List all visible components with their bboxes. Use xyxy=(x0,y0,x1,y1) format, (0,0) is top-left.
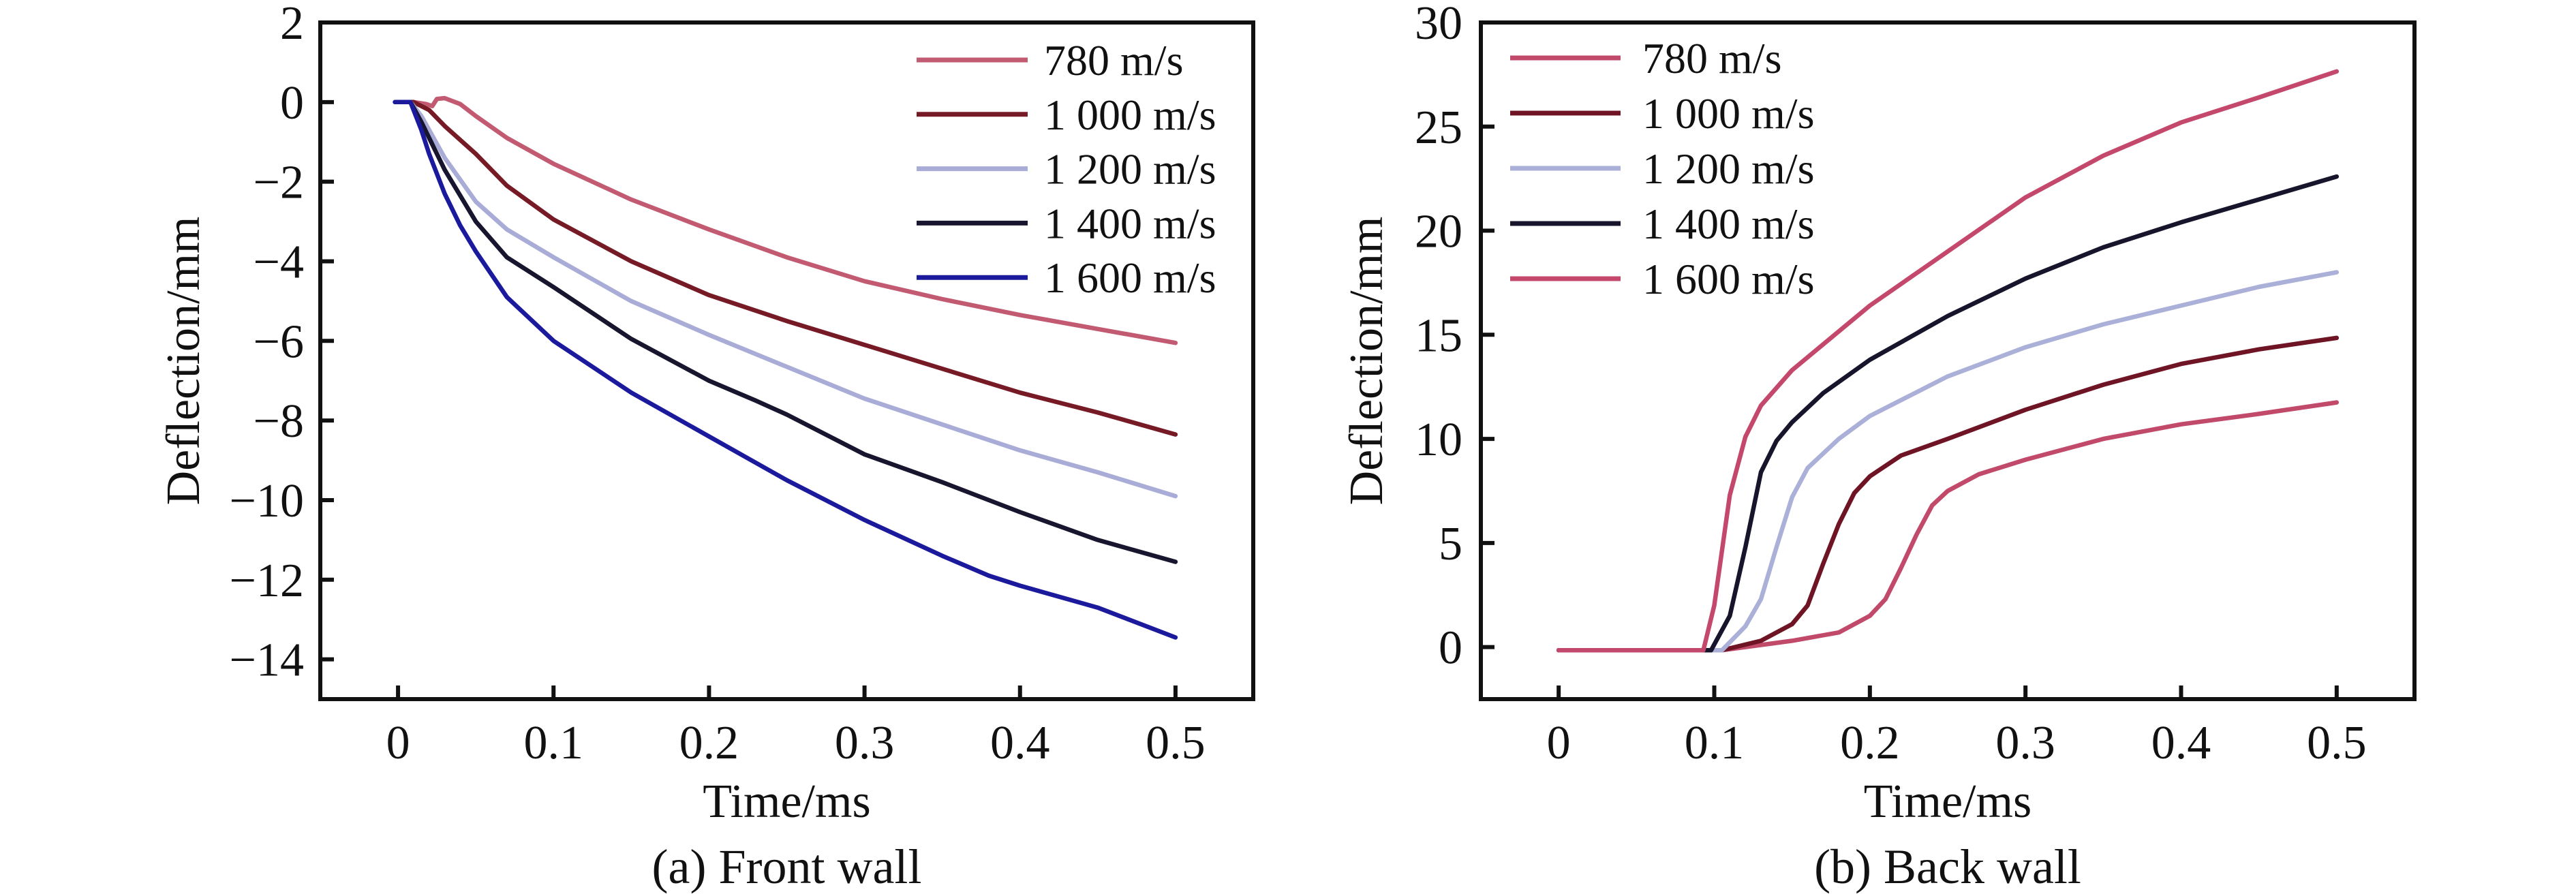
x-tick-label: 0.2 xyxy=(679,717,739,769)
x-tick-label: 0.4 xyxy=(990,717,1050,769)
y-tick-label: −12 xyxy=(230,555,304,607)
legend-label: 1 600 m/s xyxy=(1642,255,1814,303)
x-tick-label: 0.2 xyxy=(1840,717,1900,769)
y-tick-label: 20 xyxy=(1415,206,1462,258)
legend-label: 1 200 m/s xyxy=(1642,144,1814,193)
y-axis-label: Deflection/mm xyxy=(1340,217,1393,506)
chart-back-wall: 0 0.1 0.2 0.3 0.4 0.5 0 5 10 15 20 25 30 780 m/s 1 00… xyxy=(1340,0,2417,894)
y-tick-label: 0 xyxy=(280,77,304,129)
legend-item: 1 200 m/s xyxy=(1510,144,1814,193)
series-line-780ms xyxy=(395,95,1178,345)
legend-item: 780 m/s xyxy=(917,36,1183,84)
legend: 780 m/s 1 000 m/s 1 200 m/s 1 400 m/s 1 600 … xyxy=(917,36,1216,302)
x-tick-label: 0 xyxy=(386,717,410,769)
series-line-1600ms xyxy=(1556,69,2340,653)
x-tick-label: 0.3 xyxy=(1995,717,2055,769)
series-line-1600ms xyxy=(393,99,1178,640)
legend-label: 1 000 m/s xyxy=(1044,91,1216,139)
y-tick-label: 5 xyxy=(1439,518,1462,570)
legend-label: 1 600 m/s xyxy=(1044,253,1216,302)
legend-label: 1 400 m/s xyxy=(1044,199,1216,247)
legend-item: 1 200 m/s xyxy=(917,145,1216,194)
x-tick-label: 0.5 xyxy=(2307,717,2367,769)
ticks-layer: 0 0.1 0.2 0.3 0.4 0.5 2 0 −2 −4 −6 −8 −10 −12 −14 xyxy=(230,0,1206,769)
legend-item: 1 400 m/s xyxy=(1510,200,1814,248)
legend-item: 780 m/s xyxy=(1510,34,1781,82)
legend-label: 1 200 m/s xyxy=(1044,145,1216,194)
y-tick-label: 0 xyxy=(1439,622,1462,675)
y-axis-label: Deflection/mm xyxy=(157,217,210,506)
legend-item: 1 000 m/s xyxy=(917,91,1216,139)
y-tick-label: −14 xyxy=(230,634,304,687)
y-tick-label: −10 xyxy=(230,475,304,527)
y-tick-label: −2 xyxy=(254,157,304,209)
ticks-layer: 0 0.1 0.2 0.3 0.4 0.5 0 5 10 15 20 25 30 xyxy=(1415,0,2367,769)
series-line-1400ms xyxy=(1556,174,2340,653)
x-tick-label: 0 xyxy=(1547,717,1571,769)
chart-front-wall: 0 0.1 0.2 0.3 0.4 0.5 2 0 −2 −4 −6 −8 −10 −12 −14 780 … xyxy=(157,0,1255,894)
y-tick-label: −6 xyxy=(254,315,304,368)
y-tick-label: 2 xyxy=(280,0,304,50)
y-tick-label: −4 xyxy=(254,236,304,288)
x-tick-label: 0.3 xyxy=(835,717,895,769)
y-tick-label: 15 xyxy=(1415,309,1462,362)
x-tick-label: 0.1 xyxy=(524,717,584,769)
series-line-1200ms xyxy=(395,99,1178,499)
legend-label: 1 000 m/s xyxy=(1642,89,1814,138)
legend-item: 1 400 m/s xyxy=(917,199,1216,247)
series-line-1000ms xyxy=(395,99,1178,437)
series-line-1000ms xyxy=(1556,335,2340,653)
x-tick-label: 0.1 xyxy=(1685,717,1745,769)
legend-item: 1 600 m/s xyxy=(1510,255,1814,303)
series-line-780ms xyxy=(1556,400,2340,653)
legend-item: 1 600 m/s xyxy=(917,253,1216,302)
y-tick-label: 25 xyxy=(1415,102,1462,154)
y-tick-label: 30 xyxy=(1415,0,1462,50)
legend-label: 780 m/s xyxy=(1044,36,1183,84)
plot-frame xyxy=(318,20,1255,701)
x-tick-label: 0.4 xyxy=(2151,717,2211,769)
x-axis-label: Time/ms xyxy=(1864,775,2031,828)
legend-label: 780 m/s xyxy=(1642,34,1781,82)
legend-item: 1 000 m/s xyxy=(1510,89,1814,138)
x-tick-label: 0.5 xyxy=(1146,717,1206,769)
panel-caption: (b) Back wall xyxy=(1814,839,2081,894)
y-tick-label: 10 xyxy=(1415,414,1462,466)
plot-frame xyxy=(1479,20,2417,701)
series-layer xyxy=(393,95,1178,640)
series-line-1400ms xyxy=(395,99,1178,564)
series-line-1200ms xyxy=(1556,270,2340,653)
legend-label: 1 400 m/s xyxy=(1642,200,1814,248)
y-tick-label: −8 xyxy=(254,395,304,448)
x-axis-label: Time/ms xyxy=(703,775,870,828)
series-layer xyxy=(1556,69,2340,653)
panel-caption: (a) Front wall xyxy=(652,839,922,894)
legend: 780 m/s 1 000 m/s 1 200 m/s 1 400 m/s 1 600 … xyxy=(1510,34,1814,303)
